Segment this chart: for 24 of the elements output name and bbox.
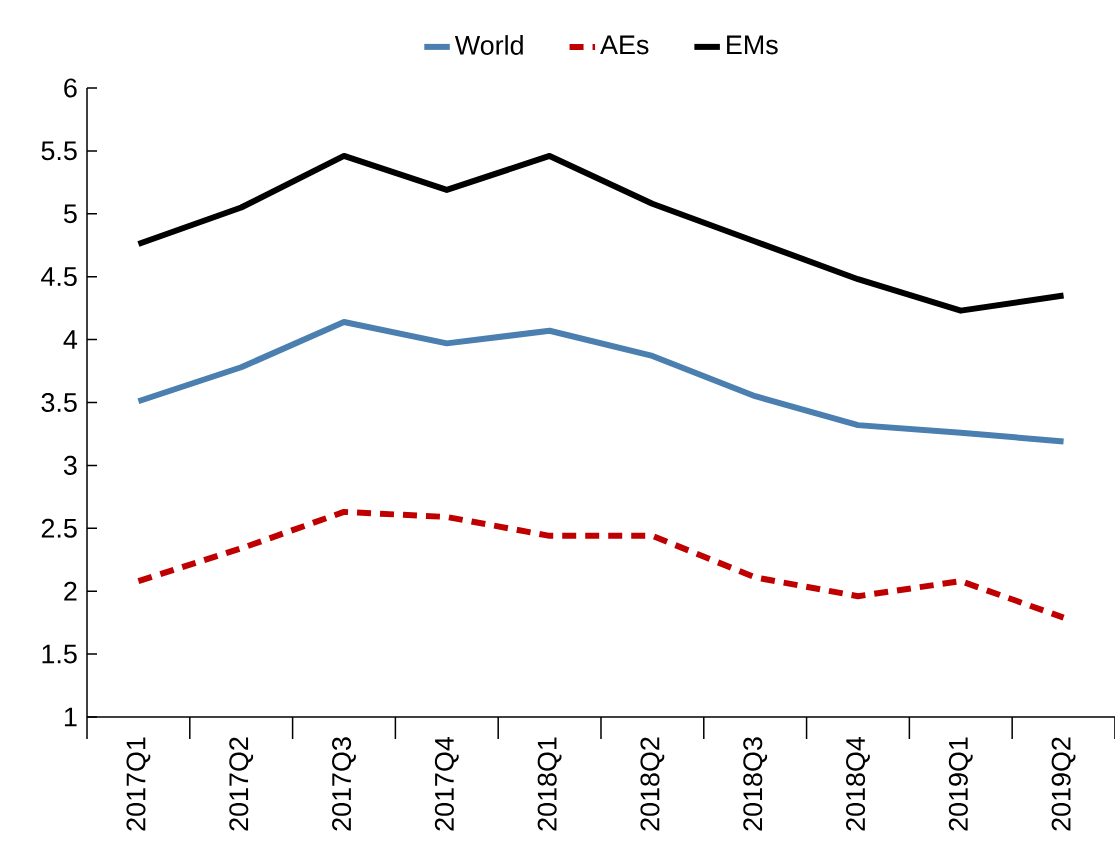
x-tick-label: 2018Q4 bbox=[846, 736, 870, 831]
legend-label: AEs bbox=[600, 35, 649, 55]
y-tick-label: 3 bbox=[63, 455, 77, 475]
x-tick-label: 2017Q1 bbox=[126, 737, 151, 831]
legend-label: World bbox=[454, 35, 523, 55]
y-tick-label: 2 bbox=[64, 581, 77, 601]
x-tick-label: 2018Q2 bbox=[640, 737, 665, 831]
x-tick-label: 2017Q3 bbox=[332, 737, 356, 831]
y-tick-label: 5 bbox=[63, 204, 77, 224]
x-tick-label: 2018Q3 bbox=[743, 737, 768, 831]
x-tick-label: 2019Q2 bbox=[1051, 737, 1076, 831]
y-tick-label: 1.5 bbox=[42, 644, 77, 664]
y-tick-label: 6 bbox=[64, 78, 77, 98]
x-tick-label: 2017Q2 bbox=[229, 737, 254, 831]
y-tick-label: 5.5 bbox=[41, 141, 77, 161]
x-tick-label: 2019Q1 bbox=[948, 737, 973, 831]
x-tick-label: 2018Q1 bbox=[537, 737, 562, 831]
legend-label: EMs bbox=[727, 35, 778, 55]
y-tick-label: 3.5 bbox=[41, 392, 77, 413]
y-tick-label: 4.5 bbox=[41, 267, 77, 287]
y-tick-label: 4 bbox=[63, 330, 78, 349]
x-tick-label: 2017Q4 bbox=[434, 736, 459, 831]
y-tick-label: 1 bbox=[64, 707, 77, 727]
y-tick-label: 2.5 bbox=[41, 518, 77, 538]
